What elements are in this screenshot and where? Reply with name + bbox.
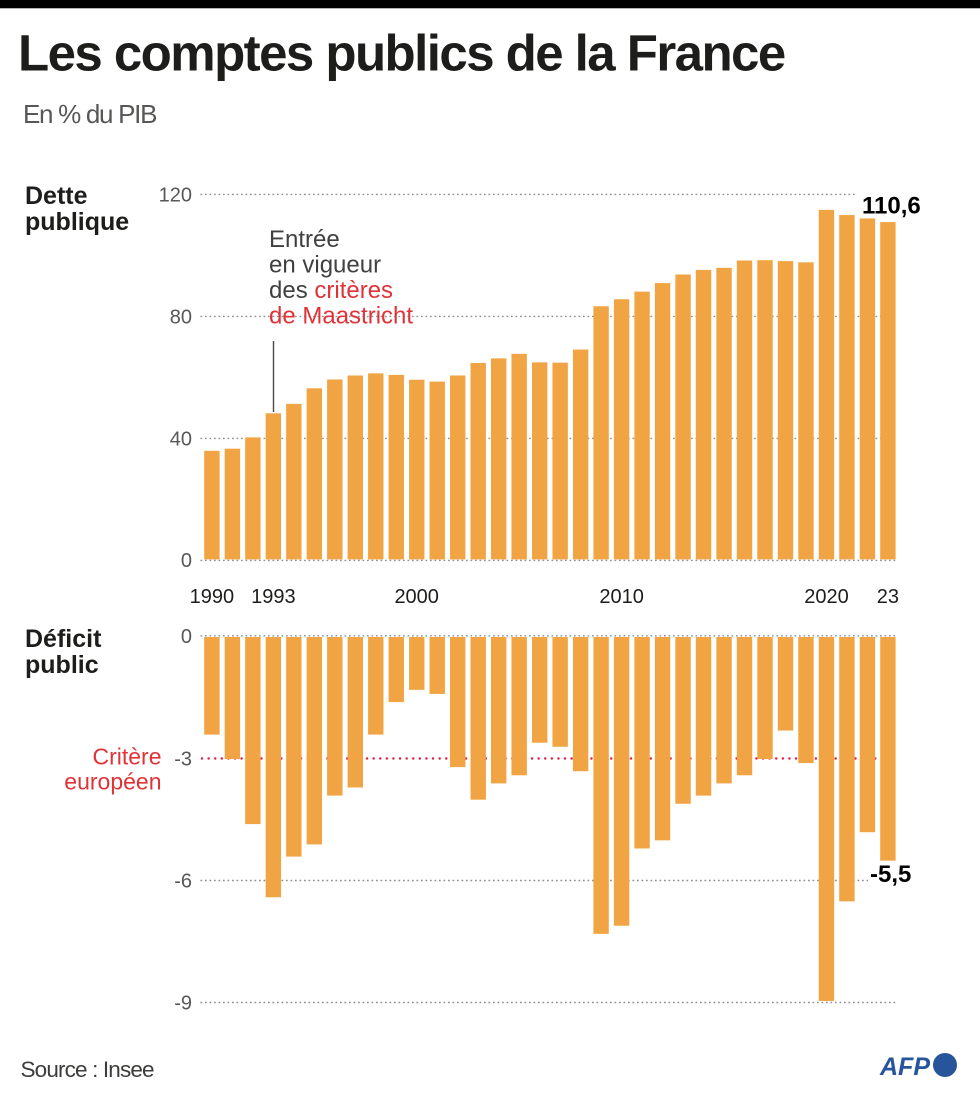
svg-text:1990: 1990 (190, 586, 235, 608)
svg-text:Déficit: Déficit (25, 625, 102, 653)
svg-text:-6: -6 (174, 871, 192, 893)
svg-text:publique: publique (25, 208, 129, 236)
svg-text:2000: 2000 (394, 586, 439, 608)
svg-text:-9: -9 (174, 993, 192, 1015)
svg-text:120: 120 (159, 185, 192, 207)
svg-text:80: 80 (170, 307, 192, 329)
svg-text:40: 40 (170, 429, 192, 451)
svg-text:des critères: des critères (269, 277, 393, 304)
svg-text:Source : Insee: Source : Insee (21, 1057, 155, 1082)
svg-text:2010: 2010 (599, 586, 644, 608)
svg-text:en vigueur: en vigueur (269, 252, 381, 279)
svg-text:0: 0 (181, 550, 192, 572)
svg-text:23: 23 (877, 586, 899, 608)
svg-text:2020: 2020 (804, 586, 849, 608)
svg-text:Critère: Critère (92, 744, 161, 770)
svg-text:-5,5: -5,5 (870, 861, 911, 888)
svg-text:public: public (25, 651, 99, 679)
svg-text:AFP: AFP (879, 1053, 930, 1081)
svg-text:1993: 1993 (251, 586, 296, 608)
svg-text:En % du PIB: En % du PIB (23, 99, 156, 129)
svg-text:110,6: 110,6 (862, 193, 921, 220)
svg-text:de Maastricht: de Maastricht (269, 303, 413, 330)
svg-text:européen: européen (64, 769, 161, 795)
svg-text:-3: -3 (174, 749, 192, 771)
svg-text:0: 0 (181, 626, 192, 648)
svg-text:Entrée: Entrée (269, 226, 340, 253)
svg-text:Les comptes publics de la Fran: Les comptes publics de la France (18, 25, 785, 82)
svg-text:Dette: Dette (25, 182, 88, 210)
